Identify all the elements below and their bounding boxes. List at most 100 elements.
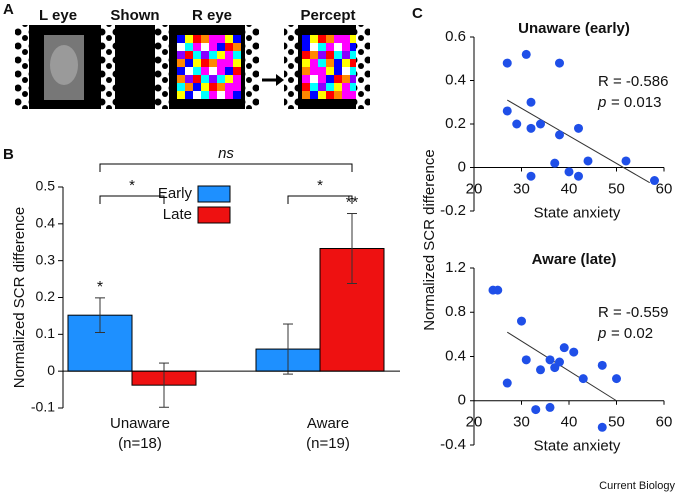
point — [521, 49, 531, 59]
mosaic-tile — [326, 43, 334, 51]
point — [545, 355, 555, 365]
border-pattern — [15, 25, 29, 109]
mosaic-tile — [201, 67, 209, 75]
mosaic-tile — [350, 43, 358, 51]
point — [555, 58, 564, 68]
mosaic-tile — [334, 43, 342, 51]
point — [621, 156, 631, 166]
mosaic-tile — [334, 91, 342, 99]
point — [502, 58, 512, 68]
mosaic-tile — [217, 35, 225, 43]
legend-swatch — [197, 185, 231, 203]
mosaic-tile — [177, 67, 185, 75]
mosaic-tile — [201, 35, 209, 43]
point — [597, 360, 607, 370]
mosaic-tile — [318, 83, 326, 91]
mosaic-tile — [177, 59, 185, 67]
x-tick-label: 20 — [466, 414, 483, 431]
mosaic-tile — [233, 43, 241, 51]
y-tick-label: 0 — [458, 158, 466, 175]
y-tick-label: 0.1 — [36, 325, 56, 341]
panel-a-label: R eye — [192, 7, 232, 24]
fit-line — [506, 99, 651, 184]
mosaic-tile — [350, 91, 358, 99]
mosaic-tile — [318, 91, 326, 99]
mosaic-tile — [217, 43, 225, 51]
point — [526, 123, 536, 133]
mosaic-tile — [334, 75, 342, 83]
mosaic-tile — [326, 91, 334, 99]
mosaic-tile — [217, 67, 225, 75]
mosaic-tile — [209, 43, 217, 51]
point — [545, 402, 555, 412]
y-tick-label: 0 — [458, 392, 466, 409]
stat-p-value: = 0.013 — [611, 94, 661, 111]
point — [502, 106, 512, 116]
point — [502, 378, 512, 388]
x-tick-note: (n=18) — [118, 435, 162, 452]
mosaic-tile — [201, 75, 209, 83]
fit-line — [506, 331, 617, 402]
x-tick-label: 40 — [561, 414, 578, 431]
point — [493, 285, 503, 295]
mosaic-tile — [233, 35, 241, 43]
x-tick-label: 60 — [656, 414, 673, 431]
mosaic-tile — [233, 59, 241, 67]
mosaic-tile — [342, 91, 350, 99]
mosaic-tile — [326, 83, 334, 91]
border-pattern — [245, 25, 259, 109]
panel-letter: A — [3, 1, 14, 18]
legend-swatch — [197, 206, 231, 224]
point — [574, 171, 583, 181]
x-tick-label: 50 — [608, 414, 625, 431]
stat-r: R = -0.586 — [598, 73, 668, 90]
chart-title: Unaware (early) — [518, 20, 630, 37]
y-tick-label: 1.2 — [445, 259, 466, 276]
mosaic-tile — [177, 43, 185, 51]
mosaic-tile — [209, 91, 217, 99]
mosaic-tile — [318, 67, 326, 75]
mosaic-tile — [209, 51, 217, 59]
mosaic-tile — [185, 67, 193, 75]
mosaic-tile — [225, 35, 233, 43]
stat-p-value: = 0.02 — [611, 325, 653, 342]
mosaic-tile — [302, 43, 310, 51]
y-tick-label: -0.4 — [440, 436, 466, 453]
mosaic-tile — [310, 83, 318, 91]
point — [526, 97, 536, 107]
point — [578, 374, 588, 384]
mosaic-tile — [310, 59, 318, 67]
y-tick-label: 0.4 — [36, 215, 56, 231]
credit: Current Biology — [599, 480, 675, 492]
panel-letter: B — [3, 146, 14, 163]
mosaic-tile — [201, 51, 209, 59]
mosaic-tile — [318, 75, 326, 83]
mosaic-tile — [302, 75, 310, 83]
mosaic-tile — [193, 51, 201, 59]
mosaic-tile — [350, 35, 358, 43]
x-axis-label: State anxiety — [534, 438, 621, 455]
mosaic-tile — [342, 83, 350, 91]
chart-title: Aware (late) — [532, 251, 617, 268]
mosaic-tile — [342, 67, 350, 75]
bracket-label: ns — [218, 145, 234, 162]
mosaic-tile — [225, 67, 233, 75]
x-tick-label: Unaware — [110, 415, 170, 432]
mosaic-tile — [310, 43, 318, 51]
point — [559, 343, 569, 353]
mosaic-tile — [342, 35, 350, 43]
significance-label: * — [97, 279, 103, 296]
mosaic-tile — [334, 35, 342, 43]
panel-a: L eye Shown R eye Percept — [15, 7, 370, 109]
mosaic-tile — [201, 59, 209, 67]
x-tick-label: 30 — [513, 180, 530, 197]
mosaic-tile — [310, 67, 318, 75]
stat-r: R = -0.559 — [598, 304, 668, 321]
mosaic-tile — [201, 91, 209, 99]
mosaic-tile — [193, 43, 201, 51]
mosaic-tile — [326, 67, 334, 75]
mosaic-tile — [193, 59, 201, 67]
mosaic-tile — [342, 51, 350, 59]
mosaic-tile — [177, 35, 185, 43]
